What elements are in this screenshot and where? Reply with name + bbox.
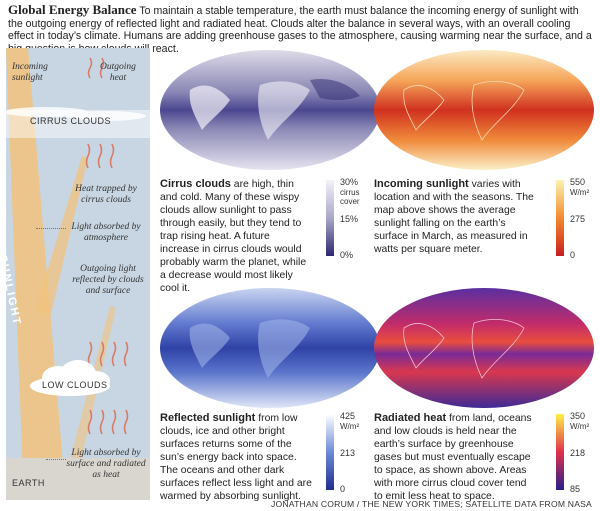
- radiated-heat-map: [374, 288, 594, 408]
- legend-min: 0: [570, 250, 576, 260]
- legend-mid: 15%: [340, 214, 359, 224]
- legend-unit: cirrus cover: [340, 188, 360, 206]
- reflected-caption-text: from low clouds, ice and other bright su…: [160, 413, 312, 502]
- reflected-sunlight-map: [160, 288, 380, 408]
- light-absorbed-surface-label: Light absorbed by surface and radiated a…: [66, 448, 146, 480]
- page-title: Global Energy Balance: [8, 2, 137, 17]
- intro-paragraph: Global Energy Balance To maintain a stab…: [8, 2, 594, 55]
- radiated-caption-text: from land, oceans and low clouds is held…: [374, 413, 532, 502]
- legend-min: 85: [570, 484, 581, 494]
- credit-line: JONATHAN CORUM / THE NEW YORK TIMES; SAT…: [271, 499, 592, 509]
- leader-line: [36, 228, 66, 229]
- heat-trapped-label: Heat trapped by cirrus clouds: [75, 184, 137, 205]
- legend-unit: W/m²: [570, 422, 590, 431]
- reflected-caption: Reflected sunlight from low clouds, ice …: [160, 412, 316, 503]
- reflected-light-label: Outgoing light reflected by clouds and s…: [72, 264, 144, 296]
- legend-mid: 275: [570, 214, 586, 224]
- legend-mid: 218: [570, 448, 586, 458]
- incoming-caption-text: varies with location and with the season…: [374, 179, 534, 255]
- cirrus-caption-text: are high, thin and cold. Many of these w…: [160, 179, 307, 294]
- legend-max: 550: [570, 177, 586, 187]
- legend-color-bar: [326, 180, 334, 256]
- diagram-graphics: [6, 48, 150, 500]
- cirrus-caption-title: Cirrus clouds: [160, 178, 231, 190]
- incoming-caption-title: Incoming sunlight: [374, 178, 469, 190]
- legend-color-bar: [556, 180, 564, 256]
- legend-unit: W/m²: [570, 188, 590, 197]
- legend-color-bar: [556, 414, 564, 490]
- low-clouds-label: LOW CLOUDS: [42, 380, 108, 390]
- legend-min: 0: [340, 484, 346, 494]
- energy-diagram: Incoming sunlight Outgoing heat CIRRUS C…: [6, 48, 150, 500]
- reflected-caption-title: Reflected sunlight: [160, 412, 256, 424]
- incoming-sunlight-label: Incoming sunlight: [12, 62, 48, 83]
- radiated-caption: Radiated heat from land, oceans and low …: [374, 412, 534, 503]
- earth-surface: [6, 458, 150, 500]
- legend-color-bar: [326, 414, 334, 490]
- outgoing-heat-label: Outgoing heat: [100, 62, 136, 83]
- legend-max: 350: [570, 411, 586, 421]
- cirrus-map: [160, 50, 380, 170]
- incoming-caption: Incoming sunlight varies with location a…: [374, 178, 534, 256]
- legend-max: 425: [340, 411, 356, 421]
- leader-line: [46, 459, 66, 460]
- light-absorbed-atm-label: Light absorbed by atmosphere: [71, 222, 141, 243]
- earth-label: EARTH: [12, 478, 45, 488]
- incoming-sunlight-map: [374, 50, 594, 170]
- legend-mid: 213: [340, 448, 356, 458]
- legend-min: 0%: [340, 250, 354, 260]
- legend-max: 30%: [340, 177, 359, 187]
- cirrus-clouds-label: CIRRUS CLOUDS: [30, 116, 112, 126]
- cirrus-caption: Cirrus clouds are high, thin and cold. M…: [160, 178, 310, 295]
- radiated-caption-title: Radiated heat: [374, 412, 447, 424]
- intro-text: To maintain a stable temperature, the ea…: [8, 5, 592, 55]
- legend-unit: W/m²: [340, 422, 360, 431]
